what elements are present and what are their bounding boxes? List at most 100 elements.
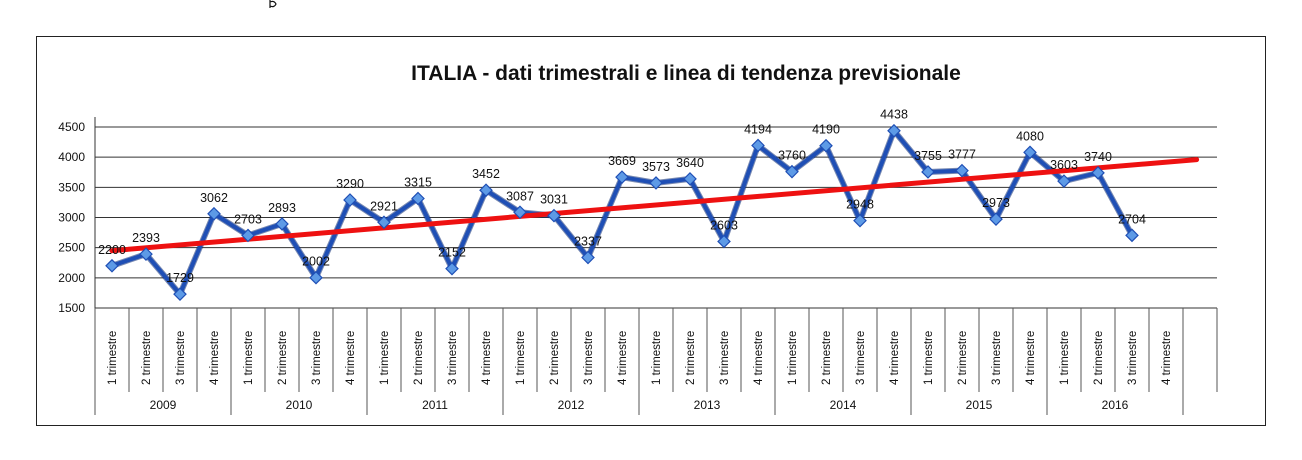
data-label: 3573 xyxy=(642,160,670,174)
quarter-label: 1 trimestre xyxy=(651,331,663,385)
quarter-label: 1 trimestre xyxy=(107,331,119,385)
quarter-label: 2 trimestre xyxy=(413,331,425,385)
data-point-marker xyxy=(207,206,221,221)
quarter-label: 2 trimestre xyxy=(685,331,697,385)
quarter-label: 3 trimestre xyxy=(1127,331,1139,385)
data-label: 2973 xyxy=(982,196,1010,210)
data-label: 2703 xyxy=(234,212,262,226)
data-label: 2200 xyxy=(98,243,126,257)
data-label: 2337 xyxy=(574,235,602,249)
y-tick-label: 1500 xyxy=(58,301,85,315)
y-tick-label: 2500 xyxy=(58,241,85,255)
quarter-label: 3 trimestre xyxy=(719,331,731,385)
quarter-label: 2 trimestre xyxy=(277,331,289,385)
year-label: 2016 xyxy=(1102,398,1129,412)
quarter-label: 3 trimestre xyxy=(855,331,867,385)
data-label: 3290 xyxy=(336,177,364,191)
year-label: 2010 xyxy=(286,398,313,412)
y-tick-label: 4500 xyxy=(58,120,85,134)
data-point-marker xyxy=(1125,228,1139,243)
data-label: 3603 xyxy=(1050,158,1078,172)
data-point-marker xyxy=(989,212,1003,226)
data-label: 3777 xyxy=(948,148,976,162)
data-point-marker xyxy=(343,193,357,207)
quarter-label: 4 trimestre xyxy=(481,331,493,385)
data-point-marker xyxy=(547,208,561,223)
data-label: 3452 xyxy=(472,167,500,181)
data-label: 4190 xyxy=(812,123,840,137)
data-label: 3640 xyxy=(676,156,704,170)
data-label: 2704 xyxy=(1118,212,1146,226)
data-point-marker xyxy=(819,138,833,153)
data-label: 2921 xyxy=(370,199,398,213)
data-label: 2152 xyxy=(438,246,466,260)
data-point-marker xyxy=(105,258,119,273)
quarter-label: 1 trimestre xyxy=(243,331,255,385)
data-point-marker xyxy=(411,191,425,206)
data-point-marker xyxy=(275,217,289,231)
quarter-label: 3 trimestre xyxy=(447,331,459,385)
quarter-label: 1 trimestre xyxy=(379,331,391,385)
quarter-label: 4 trimestre xyxy=(617,331,629,385)
y-tick-label: 4000 xyxy=(58,150,85,164)
chart-frame: ITALIA - dati trimestrali e linea di ten… xyxy=(36,36,1266,426)
data-point-marker xyxy=(683,172,697,186)
data-point-marker xyxy=(445,261,459,276)
data-point-marker xyxy=(513,205,527,220)
data-label: 2893 xyxy=(268,201,296,215)
data-label: 3760 xyxy=(778,149,806,163)
quarter-label: 2 trimestre xyxy=(821,331,833,385)
data-point-marker xyxy=(479,183,493,198)
quarter-label: 2 trimestre xyxy=(141,331,153,385)
data-point-marker xyxy=(887,123,901,138)
data-point-marker xyxy=(955,163,969,178)
year-label: 2014 xyxy=(830,398,857,412)
line-chart: ITALIA - dati trimestrali e linea di ten… xyxy=(58,62,1218,415)
data-point-marker xyxy=(377,215,391,230)
quarter-label: 1 trimestre xyxy=(923,331,935,385)
quarter-label: 1 trimestre xyxy=(787,331,799,385)
quarter-label: 3 trimestre xyxy=(991,331,1003,385)
quarter-label: 4 trimestre xyxy=(1025,331,1037,385)
quarter-label: 3 trimestre xyxy=(583,331,595,385)
quarter-label: 3 trimestre xyxy=(311,331,323,385)
data-point-marker xyxy=(173,287,187,302)
data-point-marker xyxy=(139,247,153,261)
quarter-label: 3 trimestre xyxy=(175,331,187,385)
quarter-label: 4 trimestre xyxy=(209,331,221,385)
data-point-marker xyxy=(785,164,799,179)
data-label: 3031 xyxy=(540,193,568,207)
data-label: 4080 xyxy=(1016,129,1044,143)
data-point-marker xyxy=(717,234,731,249)
data-label: 1729 xyxy=(166,271,194,285)
data-point-marker xyxy=(1057,174,1071,188)
data-point-marker xyxy=(1091,166,1105,180)
year-label: 2015 xyxy=(966,398,993,412)
quarter-label: 2 trimestre xyxy=(1093,331,1105,385)
chart-title: ITALIA - dati trimestrali e linea di ten… xyxy=(411,62,961,85)
year-label: 2012 xyxy=(558,398,585,412)
data-label: 2002 xyxy=(302,255,330,269)
data-point-marker xyxy=(615,170,629,184)
quarter-label: 4 trimestre xyxy=(753,331,765,385)
cropped-text-fragment xyxy=(269,0,277,8)
y-tick-label: 2000 xyxy=(58,271,85,285)
data-label: 3087 xyxy=(506,189,534,203)
trend-line xyxy=(109,157,1200,254)
data-point-marker xyxy=(853,213,867,228)
data-point-marker xyxy=(309,270,323,285)
data-label: 3740 xyxy=(1084,150,1112,164)
data-label: 4438 xyxy=(880,108,908,122)
year-label: 2013 xyxy=(694,398,721,412)
quarter-label: 2 trimestre xyxy=(549,331,561,385)
y-tick-label: 3500 xyxy=(58,180,85,194)
data-point-marker xyxy=(751,138,765,153)
data-label: 4194 xyxy=(744,122,772,136)
quarter-label: 1 trimestre xyxy=(515,331,527,385)
data-label: 2603 xyxy=(710,218,738,232)
quarter-label: 4 trimestre xyxy=(345,331,357,385)
quarter-label: 4 trimestre xyxy=(1161,331,1173,385)
data-point-marker xyxy=(921,165,935,179)
year-label: 2009 xyxy=(150,398,177,412)
data-label: 2948 xyxy=(846,198,874,212)
